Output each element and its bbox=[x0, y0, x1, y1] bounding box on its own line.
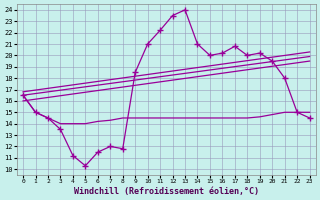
X-axis label: Windchill (Refroidissement éolien,°C): Windchill (Refroidissement éolien,°C) bbox=[74, 187, 259, 196]
